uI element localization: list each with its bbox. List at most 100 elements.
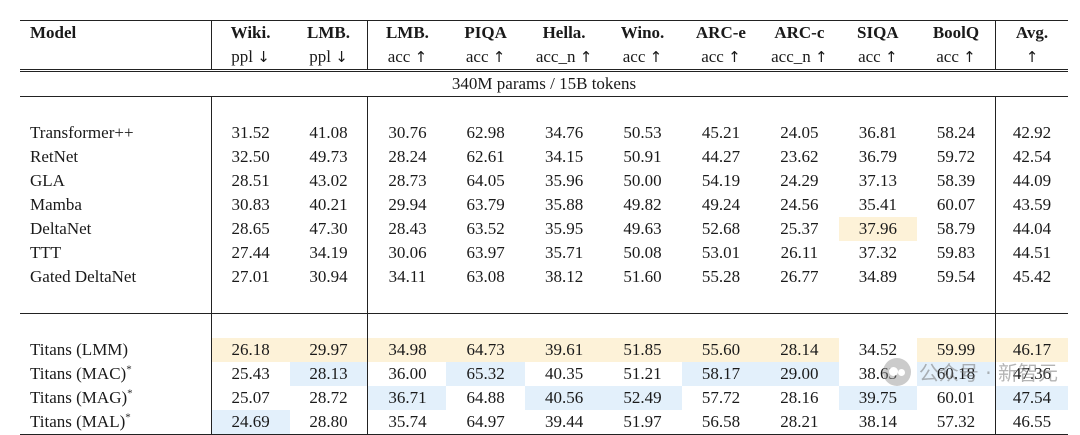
value-cell: 25.37 [780, 219, 819, 238]
value-cell: 43.59 [1012, 195, 1052, 214]
page: Model Wiki. LMB. LMB. PIQA Hella. Wino. … [20, 20, 1068, 435]
asterisk-marker: * [127, 387, 133, 400]
table-row: Titans (MAL)* 24.69 28.80 35.74 64.97 39.44 51… [20, 410, 1068, 435]
model-name: Transformer++ [20, 121, 212, 145]
arrow-up-icon: ↑ [963, 48, 976, 66]
value-cell: 40.56 [524, 386, 604, 410]
value-cell: 44.27 [701, 147, 741, 166]
header-arc-e: ARC-e [695, 23, 746, 42]
value-cell: 63.08 [466, 267, 505, 286]
header-lmb-acc: LMB. [385, 23, 429, 42]
table-row: DeltaNet 28.65 47.30 28.43 63.52 35.95 49.63 52… [20, 217, 1068, 241]
value-cell: 54.19 [701, 171, 741, 190]
value-cell: 37.96 [838, 217, 918, 241]
value-cell: 56.58 [701, 412, 741, 431]
value-cell: 63.97 [466, 243, 505, 262]
table-row: TTT 27.44 34.19 30.06 63.97 35.71 50.08 53.01 26… [20, 241, 1068, 265]
value-cell: 34.19 [289, 241, 369, 265]
section-row: 340M params / 15B tokens [20, 70, 1068, 97]
table-row: Transformer++ 31.52 41.08 30.76 62.98 34.76 50… [20, 121, 1068, 145]
value-cell: 39.61 [524, 338, 604, 362]
arrow-up-icon: ↑ [579, 48, 593, 66]
model-name: Titans (MAL)* [20, 410, 212, 435]
value-cell: 28.13 [289, 362, 369, 386]
value-cell: 59.83 [917, 241, 996, 265]
value-cell: 28.72 [289, 386, 369, 410]
value-cell: 34.76 [544, 123, 584, 142]
table-row: Titans (LMM) 26.18 29.97 34.98 64.73 39.61 51.… [20, 338, 1068, 362]
value-cell: 58.17 [681, 362, 761, 386]
model-name: DeltaNet [20, 217, 212, 241]
value-cell: 45.21 [701, 123, 741, 142]
value-cell: 43.02 [289, 169, 369, 193]
value-cell: 47.30 [289, 217, 369, 241]
value-cell: 64.88 [466, 388, 505, 407]
value-cell: 39.44 [544, 412, 584, 431]
table-row: RetNet 32.50 49.73 28.24 62.61 34.15 50.91 44.2… [20, 145, 1068, 169]
arrow-up-icon: ↑ [728, 48, 741, 66]
value-cell: 44.51 [1012, 243, 1052, 262]
value-cell: 36.00 [388, 364, 427, 383]
arrow-up-icon: ↑ [414, 48, 428, 66]
value-cell: 24.29 [780, 171, 819, 190]
value-cell: 59.99 [917, 338, 996, 362]
header-row-unit: ppl ↓ ppl ↓ acc ↑ acc ↑ acc_n ↑ acc ↑ ac… [20, 45, 1068, 71]
value-cell: 28.80 [289, 410, 369, 435]
value-cell: 51.85 [603, 338, 682, 362]
value-cell: 35.88 [544, 195, 584, 214]
spacer-row [20, 313, 1068, 338]
value-cell: 58.24 [917, 121, 996, 145]
header-arc-c: ARC-c [774, 23, 825, 42]
value-cell: 24.56 [780, 195, 819, 214]
value-cell: 47.36 [1012, 364, 1052, 383]
value-cell: 62.61 [466, 147, 505, 166]
value-cell: 51.60 [623, 267, 662, 286]
value-cell: 46.55 [1012, 412, 1052, 431]
value-cell: 36.81 [858, 123, 897, 142]
model-name: Gated DeltaNet [20, 265, 212, 289]
value-cell: 25.07 [231, 388, 270, 407]
value-cell: 52.68 [701, 219, 741, 238]
value-cell: 26.18 [211, 338, 290, 362]
value-cell: 34.11 [388, 267, 427, 286]
value-cell: 63.79 [466, 195, 505, 214]
value-cell: 55.28 [701, 267, 741, 286]
watermark-text: 公众号 · 新智元 [918, 361, 1058, 385]
value-cell: 30.06 [388, 243, 427, 262]
value-cell: 24.69 [211, 410, 290, 435]
baseline-rows: Transformer++ 31.52 41.08 30.76 62.98 34.76 50… [20, 121, 1068, 289]
model-name: TTT [20, 241, 212, 265]
wechat-icon [882, 357, 911, 386]
value-cell: 38.14 [858, 412, 897, 431]
model-name: Titans (LMM) [20, 338, 212, 362]
value-cell: 34.98 [367, 338, 447, 362]
value-cell: 49.82 [623, 195, 662, 214]
value-cell: 65.32 [446, 362, 525, 386]
value-cell: 49.24 [701, 195, 741, 214]
asterisk-marker: * [125, 411, 131, 424]
header-unit-cell: acc_n ↑ [771, 47, 828, 66]
value-cell: 34.89 [858, 267, 897, 286]
value-cell: 58.39 [917, 169, 996, 193]
value-cell: 35.41 [858, 195, 897, 214]
value-cell: 60.01 [917, 386, 996, 410]
value-cell: 57.72 [701, 388, 741, 407]
arrow-down-icon: ↓ [335, 48, 348, 66]
watermark: 公众号 · 新智元 [882, 357, 1058, 386]
value-cell: 28.21 [780, 412, 819, 431]
value-cell: 42.54 [1012, 147, 1052, 166]
arrow-up-icon: ↑ [492, 48, 506, 66]
value-cell: 51.97 [623, 412, 662, 431]
value-cell: 42.92 [1012, 123, 1052, 142]
arrow-up-icon: ↑ [884, 48, 898, 66]
value-cell: 50.53 [623, 123, 662, 142]
value-cell: 35.95 [544, 219, 584, 238]
value-cell: 39.75 [838, 386, 918, 410]
value-cell: 27.01 [231, 267, 270, 286]
header-avg: Avg. [1015, 23, 1049, 42]
value-cell: 50.00 [623, 171, 662, 190]
model-name: RetNet [20, 145, 212, 169]
value-cell: 36.79 [858, 147, 897, 166]
value-cell: 40.21 [289, 193, 369, 217]
value-cell: 34.15 [544, 147, 584, 166]
